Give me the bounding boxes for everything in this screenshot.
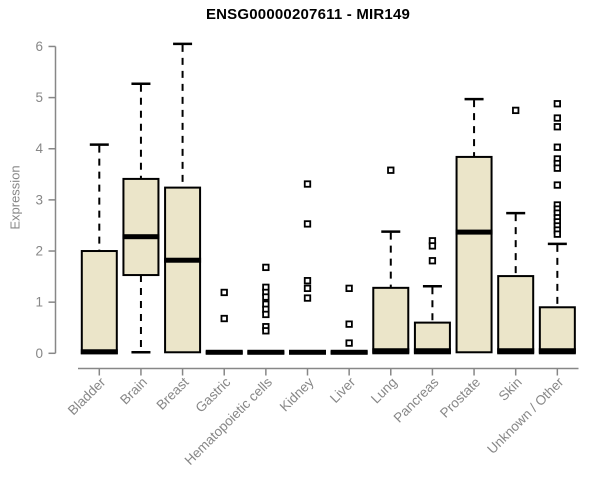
- x-category-label: Prostate: [437, 375, 483, 421]
- x-category-label: Pancreas: [391, 374, 442, 425]
- outlier-point: [553, 123, 561, 131]
- outlier-point: [345, 320, 353, 328]
- outlier-point: [262, 310, 270, 319]
- x-category-label: Unknown / Other: [484, 374, 567, 457]
- outlier-point: [387, 166, 395, 174]
- x-category-label: Skin: [496, 375, 525, 404]
- median-line: [247, 349, 285, 355]
- median-line: [330, 349, 368, 355]
- y-tick-label: 4: [35, 141, 43, 156]
- outlier-point: [303, 284, 312, 293]
- median-line: [164, 257, 202, 263]
- outlier-point: [262, 327, 270, 335]
- outlier-point: [553, 114, 561, 122]
- y-axis-title: Expression: [7, 165, 23, 230]
- outlier-point: [553, 230, 561, 238]
- y-tick-label: 1: [35, 295, 43, 310]
- y-tick-label: 6: [35, 39, 43, 54]
- outlier-point: [262, 263, 270, 272]
- median-line: [372, 348, 410, 354]
- x-category-label: Liver: [327, 374, 359, 406]
- box: [80, 250, 118, 355]
- median-line: [538, 348, 576, 354]
- y-tick-label: 5: [35, 90, 43, 105]
- x-category-label: Bladder: [65, 374, 109, 418]
- outlier-point: [262, 293, 270, 301]
- x-category-label: Gastric: [192, 374, 233, 415]
- median-line: [80, 349, 118, 355]
- box: [538, 306, 576, 355]
- outlier-point: [553, 164, 561, 172]
- outlier-point: [345, 284, 353, 293]
- median-line: [122, 234, 160, 240]
- box: [497, 275, 535, 355]
- outlier-point: [512, 106, 520, 115]
- chart-title: ENSG00000207611 - MIR149: [205, 6, 411, 23]
- outlier-point: [220, 288, 228, 297]
- x-category-label: Breast: [153, 374, 191, 412]
- x-category-label: Brain: [117, 375, 150, 408]
- median-line: [205, 349, 243, 355]
- outlier-point: [220, 314, 228, 323]
- box: [455, 155, 493, 354]
- outlier-point: [428, 257, 437, 265]
- box: [372, 286, 410, 355]
- x-category-label: Kidney: [277, 374, 317, 414]
- outlier-point: [553, 143, 561, 151]
- outlier-point: [553, 100, 561, 108]
- y-tick-label: 2: [35, 244, 43, 259]
- box: [164, 186, 202, 354]
- outlier-point: [303, 220, 312, 228]
- outlier-point: [303, 277, 312, 285]
- outlier-point: [345, 339, 353, 347]
- box: [122, 177, 160, 277]
- box: [413, 321, 451, 355]
- median-line: [413, 348, 451, 354]
- outlier-point: [303, 294, 312, 302]
- outlier-point: [553, 181, 561, 189]
- y-tick-label: 3: [35, 192, 43, 207]
- outlier-point: [303, 180, 312, 188]
- median-line: [455, 229, 493, 235]
- y-tick-label: 0: [35, 346, 43, 361]
- median-line: [497, 348, 535, 354]
- x-category-label: Lung: [368, 375, 400, 407]
- median-line: [289, 349, 326, 355]
- outlier-point: [428, 242, 437, 250]
